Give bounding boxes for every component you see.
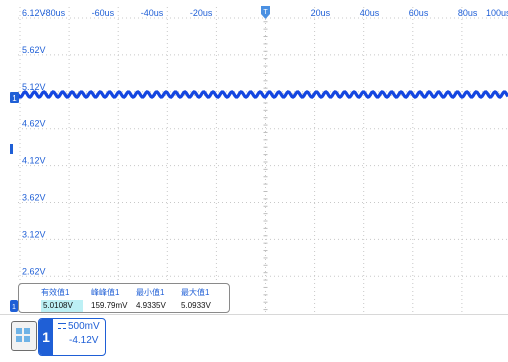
channel1-bottom-marker-label: 1 [12, 304, 16, 311]
measurement-rms: 有效值1 5.0108V [41, 287, 89, 312]
channel1-trace [16, 90, 508, 99]
time-tick-label: 60us [409, 8, 429, 18]
measurement-value: 4.9335V [136, 301, 166, 310]
volt-tick-label: 3.12V [22, 229, 46, 239]
graticule [17, 6, 508, 314]
offscreen-indicator [10, 144, 13, 154]
measurement-title: 峰峰值1 [91, 288, 120, 297]
measurement-peak-to-peak: 峰峰值1 159.79mV [91, 287, 139, 312]
channel1-bottom-marker: 1 [10, 300, 18, 312]
home-button[interactable] [11, 321, 37, 351]
volt-tick-label: 5.62V [22, 45, 46, 55]
volt-tick-label: 4.12V [22, 156, 46, 166]
measurement-min: 最小值1 4.9335V [136, 287, 184, 312]
measurement-value: 159.79mV [91, 301, 128, 310]
volt-tick-label: 6.12V [22, 8, 46, 18]
time-tick-label: 80us [458, 8, 478, 18]
time-tick-label: -20us [190, 8, 213, 18]
grid-icon-tile [16, 336, 22, 342]
measurement-value: 5.0933V [181, 301, 211, 310]
measurement-title: 最小值1 [136, 288, 165, 297]
grid-icon-tile [24, 336, 30, 342]
dc-coupling-icon [58, 323, 66, 330]
channel1-number: 1 [39, 319, 53, 355]
time-tick-label: 100us [486, 8, 508, 18]
voltage-axis: 6.12V 5.62V 5.12V 4.62V 4.12V 3.62V 3.12V 2.62V [22, 8, 46, 276]
time-tick-label: -40us [141, 8, 164, 18]
time-tick-label: -60us [92, 8, 115, 18]
channel1-scale-value: 500mV [68, 321, 100, 332]
measurement-title: 最大值1 [181, 288, 210, 297]
time-tick-label: -80us [43, 8, 66, 18]
channel1-offset: -4.12V [69, 335, 99, 346]
channel1-level-marker[interactable]: 1 [10, 92, 19, 103]
trigger-position-marker[interactable]: T [261, 6, 270, 19]
volt-tick-label: 3.62V [22, 193, 46, 203]
trigger-marker-label: T [263, 9, 268, 16]
time-tick-label: 20us [311, 8, 331, 18]
channel1-scale: 500mV [58, 321, 100, 332]
measurement-title: 有效值1 [41, 288, 70, 297]
grid-icon [16, 328, 22, 334]
measurement-max: 最大值1 5.0933V [181, 287, 229, 312]
channel1-settings-button[interactable]: 1 500mV -4.12V [38, 318, 106, 356]
measurement-value: 5.0108V [41, 300, 83, 312]
time-axis: -80us -60us -40us -20us 20us 40us 60us 80us 100u… [43, 8, 508, 18]
volt-tick-label: 4.62V [22, 119, 46, 129]
grid-icon-tile [24, 328, 30, 334]
measurement-panel[interactable]: 有效值1 5.0108V 峰峰值1 159.79mV 最小值1 4.9335V … [18, 283, 230, 313]
channel1-level-marker-label: 1 [12, 94, 17, 103]
volt-tick-label: 5.12V [22, 82, 46, 92]
volt-tick-label: 2.62V [22, 266, 46, 276]
time-tick-label: 40us [360, 8, 380, 18]
